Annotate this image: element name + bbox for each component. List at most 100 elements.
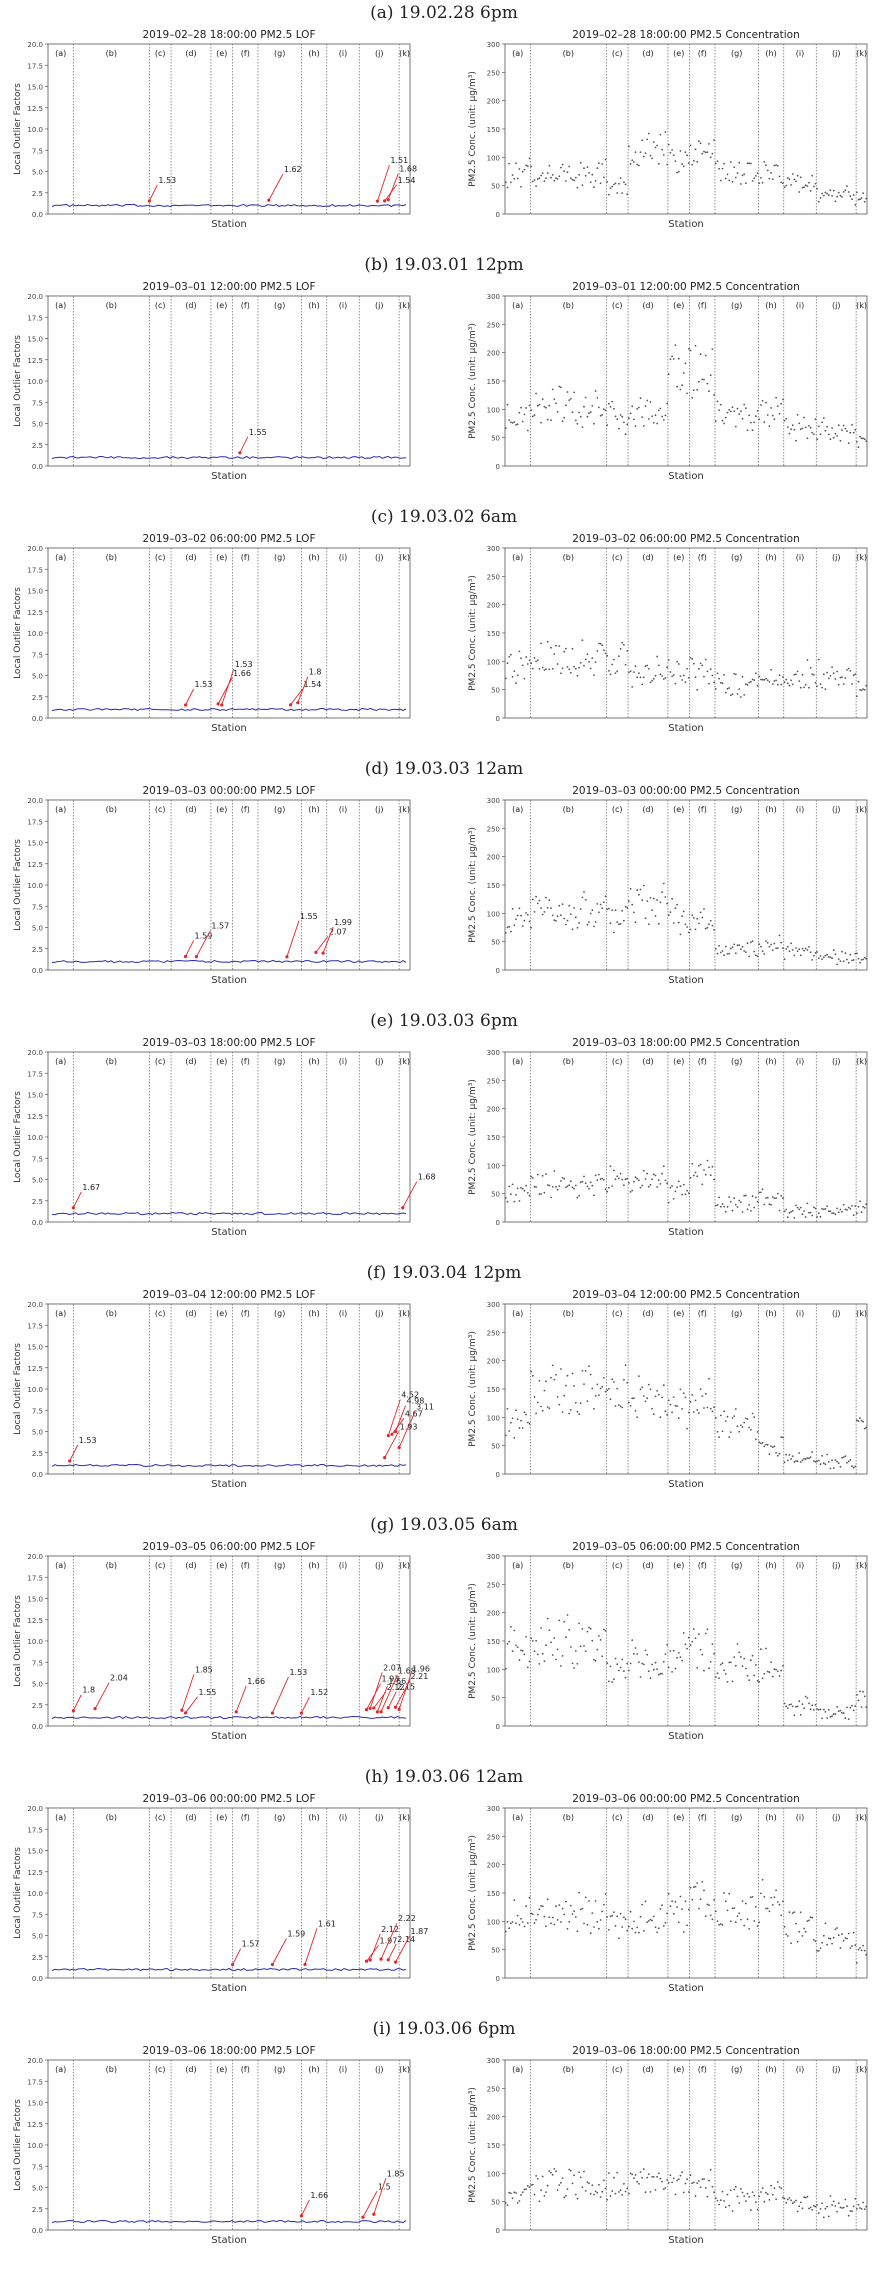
conc-point [639,151,642,153]
lof-region-label: (i) [339,1057,347,1066]
conc-point [518,1200,521,1202]
conc-point [842,960,845,963]
conc-point [573,1667,575,1669]
conc-point [817,1949,820,1952]
conc-point [859,961,861,964]
conc-point [588,1365,590,1367]
lof-ytick-label: 2.5 [32,1702,43,1710]
conc-point [656,144,658,147]
conc-chart: 2019–03–01 12:00:00 PM2.5 Concentration0… [468,281,868,482]
lof-region-label: (j) [375,1813,383,1822]
conc-point [841,1933,843,1936]
conc-point [699,911,702,914]
conc-point [753,679,756,681]
conc-point [513,177,516,180]
conc-point [808,425,810,427]
conc-point [809,951,812,954]
conc-point [795,439,797,442]
lof-annotation-label: 1.62 [284,165,302,174]
conc-point [716,1672,719,1674]
conc-point [716,672,719,675]
lof-region-label: (g) [274,49,285,58]
conc-point [576,674,579,677]
conc-point [568,165,571,168]
conc-point [508,1927,511,1930]
conc-point [566,2188,569,2190]
conc-point [601,1177,604,1180]
conc-point [576,926,579,929]
conc-point [644,1900,647,1903]
conc-point [511,676,514,678]
conc-point [708,1377,710,1380]
conc-point [642,676,645,679]
conc-point [684,1193,687,1196]
conc-point [760,945,762,948]
conc-point [659,1183,662,1185]
conc-point [733,1197,736,1200]
conc-point [566,1927,569,1930]
conc-point [856,1419,858,1422]
conc-ytick-label: 0 [496,463,500,471]
conc-point [837,684,840,686]
conc-point [798,191,801,193]
conc-point [669,2174,672,2177]
conc-point [638,1179,640,1182]
conc-point [723,1205,725,1208]
conc-point [569,1180,572,1183]
conc-point [528,2186,531,2188]
conc-point [704,354,707,357]
conc-point [586,1630,589,1633]
lof-annotation-arrow [304,1928,318,1965]
conc-point [743,1194,746,1197]
lof-chart-title: 2019–03–01 12:00:00 PM2.5 LOF [143,281,316,293]
conc-point [763,1203,766,1206]
conc-point [862,688,864,690]
conc-xlabel: Station [668,1479,704,1490]
conc-point [628,1925,630,1928]
conc-point [560,1665,562,1667]
conc-point [836,2210,838,2213]
lof-region-label: (f) [241,2065,250,2074]
conc-point [686,668,688,670]
conc-point [849,670,852,672]
conc-point [591,173,594,176]
conc-ytick-label: 100 [487,1162,500,1170]
lof-series-line [51,1211,407,1216]
row-charts: 2019–03–03 18:00:00 PM2.5 LOF0.02.55.07.… [13,1037,868,1238]
conc-point [726,1415,729,1418]
conc-point [689,2174,692,2177]
row-charts: 2019–03–04 12:00:00 PM2.5 LOF0.02.55.07.… [13,1289,868,1490]
conc-point [746,684,749,686]
conc-point [761,1677,764,1680]
conc-point [604,1390,607,1393]
lof-ytick-label: 2.5 [32,694,43,702]
lof-region-label: (h) [308,1309,319,1318]
conc-point [636,1177,639,1180]
conc-point [770,1661,772,1664]
conc-point [785,1933,788,1936]
conc-point [531,1640,534,1642]
conc-point [581,2186,584,2188]
conc-point [631,903,634,906]
conc-point [721,950,724,952]
conc-point [713,929,715,931]
conc-point [842,1204,845,1206]
conc-point [736,693,739,695]
conc-point [574,176,577,179]
lof-annotation-point [68,1459,72,1463]
conc-point [521,1921,524,1923]
conc-point [511,1650,514,1653]
conc-point [856,695,858,698]
conc-point [565,647,567,650]
conc-point [724,691,727,694]
conc-point [579,1402,582,1405]
conc-point [775,164,777,166]
conc-point [687,348,690,350]
conc-point [528,1422,531,1425]
conc-point [798,2205,801,2208]
conc-point [588,412,590,414]
conc-point [504,1434,507,1437]
conc-point [729,2189,732,2192]
conc-ytick-label: 50 [491,1191,500,1199]
conc-point [740,1656,742,1658]
